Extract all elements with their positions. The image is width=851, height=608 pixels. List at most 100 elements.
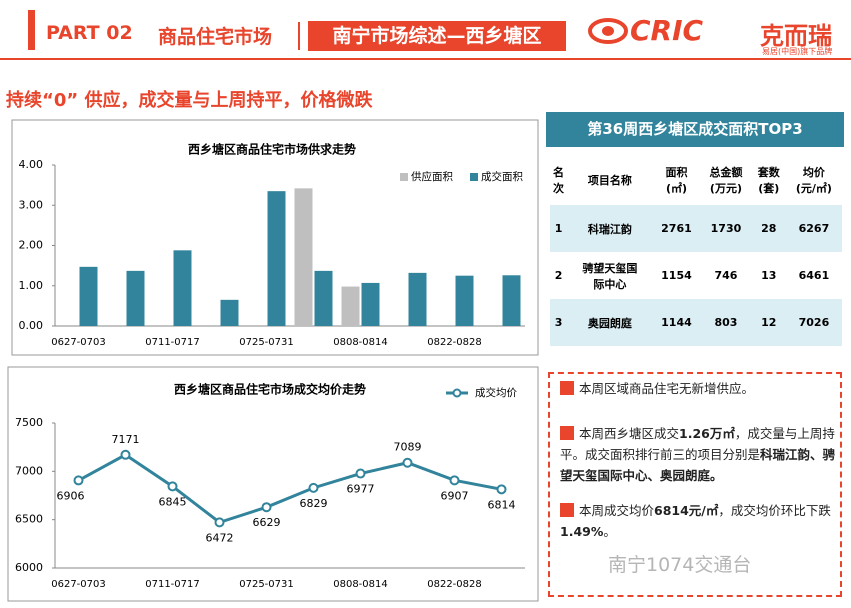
table-row: 2 骋望天玺国 际中心 1154 746 13 6461	[550, 252, 842, 299]
x-tick-label: 0725-0731	[239, 579, 294, 590]
note-icon	[560, 381, 574, 395]
bar	[341, 286, 360, 326]
y-tick-label: 0.00	[19, 319, 44, 332]
chart-frame	[7, 366, 539, 602]
column-header: 套数 (套)	[757, 166, 780, 195]
data-label: 7089	[394, 441, 422, 454]
column-header: 项目名称	[587, 174, 632, 187]
y-tick-label: 3.00	[19, 198, 44, 211]
logo-mark	[588, 18, 628, 44]
x-tick-label: 0822-0828	[427, 337, 482, 348]
x-tick-label: 0711-0717	[145, 337, 200, 348]
bar	[267, 191, 286, 326]
x-tick-label: 0725-0731	[239, 337, 294, 348]
bar	[220, 299, 239, 326]
table-cell: 科瑞江韵	[587, 222, 632, 236]
bar	[502, 275, 521, 326]
data-label: 6472	[206, 531, 234, 544]
watermark: 南宁1074交通台	[608, 554, 752, 576]
y-tick-label: 2.00	[19, 239, 44, 252]
part-label: PART 02	[46, 22, 133, 44]
header-row: 名 次 项目名称 面积 (㎡) 总金额 (万元) 套数 (套) 均价 (元/㎡)	[550, 155, 842, 205]
notes-box	[548, 372, 842, 597]
note: 本周成交均价6814元/㎡，成交均价环比下跌 1.49%。	[560, 500, 836, 542]
legend-label: 成交面积	[481, 170, 523, 183]
note-text: 1.49%	[560, 524, 604, 539]
note-icon	[560, 503, 574, 517]
section-label: 商品住宅市场	[158, 26, 273, 48]
bar	[408, 272, 427, 326]
note-icon	[560, 426, 574, 440]
subtitle: 持续“0” 供应，成交量与上周持平，价格微跌	[6, 90, 373, 111]
y-tick-label: 7000	[15, 464, 43, 477]
table-cell: 28	[761, 222, 777, 235]
bar	[314, 270, 333, 326]
table-cell: 3	[554, 316, 563, 329]
y-tick-label: 1.00	[19, 279, 44, 292]
logo-cn: 克而瑞	[760, 22, 832, 50]
x-tick-label: 0808-0814	[333, 579, 388, 590]
x-tick-label: 0711-0717	[145, 579, 200, 590]
point	[355, 468, 366, 479]
x-tick-label: 0627-0703	[51, 337, 106, 348]
chart-title: 西乡塘区商品住宅市场供求走势	[188, 142, 356, 157]
note: 本周西乡塘区成交1.26万㎡，成交量与上周持平。成交面积排行前三的项目分别是科瑞…	[560, 423, 836, 486]
point	[449, 475, 460, 486]
table-cell: 13	[761, 269, 777, 282]
table-cell: 6461	[798, 269, 830, 282]
legend-label: 供应面积	[411, 170, 453, 183]
line	[77, 453, 502, 525]
data-label: 7171	[112, 433, 140, 446]
point	[120, 449, 131, 460]
table-cell: 7026	[798, 316, 830, 329]
bar	[126, 270, 145, 326]
table: 名 次 项目名称 面积 (㎡) 总金额 (万元) 套数 (套) 均价 (元/㎡) 1 科瑞江韵…	[550, 155, 842, 346]
legend-swatch	[470, 173, 478, 181]
point	[496, 484, 507, 495]
note: 本周区域商品住宅无新增供应。	[560, 378, 836, 399]
point	[167, 481, 178, 492]
note-text: 科瑞江韵、骋望天玺国际中心、奥园朗庭。	[560, 447, 836, 483]
point	[73, 475, 84, 486]
note-text: ，成交量与上周持平。成交面积排行前三的项目分别是	[560, 426, 835, 462]
bar	[173, 250, 192, 326]
bar	[455, 275, 474, 326]
table-title: 第36周西乡塘区成交面积TOP3	[546, 112, 844, 147]
logo: CRIC	[630, 14, 704, 47]
note-text: 本周西乡塘区成交	[579, 426, 680, 441]
charts: 西乡塘区商品住宅市场供求走势 0.00 1.00 2.00 3.00 4.00 0627-0…	[7, 119, 539, 602]
legend-label: 成交均价	[475, 386, 517, 399]
topic-box: 南宁市场综述—西乡塘区	[308, 21, 566, 51]
table-cell: 奥园朗庭	[587, 316, 632, 330]
divider	[298, 22, 300, 50]
point	[308, 482, 319, 493]
note-text: 。	[603, 524, 616, 539]
header-rule	[0, 58, 851, 60]
notes: 本周区域商品住宅无新增供应。本周西乡塘区成交1.26万㎡，成交量与上周持平。成交…	[560, 378, 836, 556]
x-tick-label: 0808-0814	[333, 337, 388, 348]
point	[214, 517, 225, 528]
data-label: 6906	[57, 489, 85, 502]
accent-bar	[28, 10, 35, 50]
note-text: 6814元/㎡	[654, 503, 719, 518]
column-header: 总金额 (万元)	[709, 166, 743, 195]
note-text: 1.26万㎡	[679, 426, 735, 441]
y-tick-label: 6000	[15, 561, 43, 574]
column-header: 均价 (元/㎡)	[795, 166, 832, 195]
data-label: 6907	[441, 489, 469, 502]
logo-tagline: 易居(中国)旗下品牌	[762, 47, 833, 56]
table-cell: 803	[714, 316, 738, 329]
chart-title: 西乡塘区商品住宅市场成交均价走势	[174, 382, 366, 397]
point	[402, 457, 413, 468]
data-label: 6829	[300, 497, 328, 510]
data-label: 6977	[347, 483, 375, 496]
bar	[294, 188, 313, 326]
table-cell: 1	[554, 222, 563, 235]
note-text: 本周成交均价	[579, 503, 655, 518]
data-label: 6845	[159, 495, 187, 508]
table-cell: 1730	[710, 222, 742, 235]
x-tick-label: 0627-0703	[51, 579, 106, 590]
note-text: ，成交均价环比下跌	[718, 503, 831, 518]
bar	[79, 266, 98, 326]
